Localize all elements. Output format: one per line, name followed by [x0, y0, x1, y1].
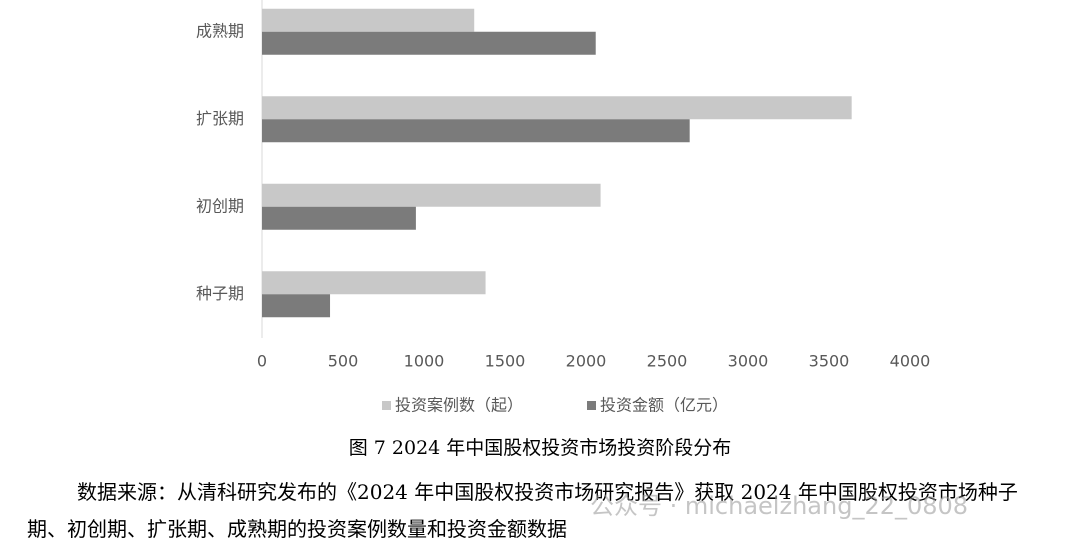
bar — [262, 294, 331, 318]
y-tick-label: 成熟期 — [196, 21, 244, 40]
figure-caption: 图 7 2024 年中国股权投资市场投资阶段分布 — [348, 437, 732, 459]
legend-swatch — [587, 401, 596, 410]
bar — [262, 206, 416, 230]
bar — [262, 31, 596, 55]
y-tick-label: 初创期 — [196, 196, 244, 215]
bar — [262, 183, 601, 207]
source-paragraph: 数据来源：从清科研究发布的《2024 年中国股权投资市场研究报告》获取 2024… — [27, 480, 1018, 541]
legend-label: 投资金额（亿元） — [600, 396, 728, 415]
y-tick-label: 扩张期 — [196, 109, 244, 128]
x-tick-label: 0 — [257, 352, 267, 371]
x-tick-label: 1500 — [485, 352, 526, 371]
legend-label: 投资案例数（起） — [395, 396, 523, 415]
chart: 0 500 1000 1500 2000 2500 3000 3500 4000 成熟期扩张期初创… — [196, 0, 931, 415]
x-tick-label: 3000 — [728, 352, 769, 371]
x-tick-label: 1000 — [404, 352, 445, 371]
watermark: 公众号 · michaelzhang_22_0808 — [590, 492, 969, 520]
bar — [262, 119, 690, 143]
bar — [262, 8, 475, 32]
x-tick-label: 3500 — [809, 352, 850, 371]
y-tick-label: 种子期 — [196, 284, 244, 303]
legend-swatch — [382, 401, 391, 410]
x-tick-label: 4000 — [890, 352, 931, 371]
x-tick-label: 2000 — [566, 352, 607, 371]
bar — [262, 96, 852, 120]
x-tick-label: 500 — [328, 352, 359, 371]
bar — [262, 271, 486, 295]
x-tick-label: 2500 — [647, 352, 688, 371]
